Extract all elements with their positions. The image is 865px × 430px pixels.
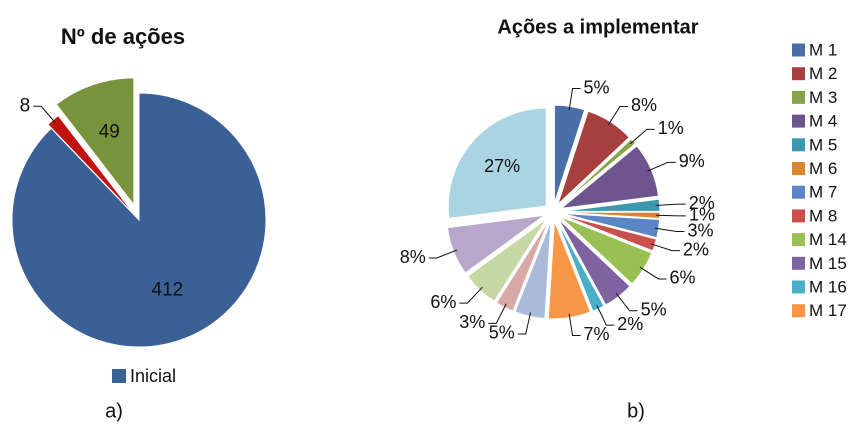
data-label: 49 <box>99 122 120 143</box>
legend-swatch <box>792 114 805 128</box>
legend-label: M 1 <box>809 40 837 59</box>
legend-label: M 7 <box>809 183 837 202</box>
leader-line <box>607 105 628 126</box>
data-label: 2% <box>617 314 643 334</box>
leader-line <box>568 313 581 336</box>
leader-line <box>654 227 685 233</box>
legend-label: M 6 <box>809 159 837 178</box>
legend-label: M 2 <box>809 64 837 83</box>
legend-label: M 16 <box>809 277 847 296</box>
legend-swatch <box>792 162 805 175</box>
caption: b) <box>627 400 645 422</box>
legend-label: M 15 <box>809 254 847 273</box>
legend-swatch <box>792 43 805 57</box>
data-label: 2% <box>683 239 709 259</box>
data-label: 5% <box>584 77 610 97</box>
legend-label: M 5 <box>809 135 837 154</box>
leader-line <box>596 304 615 326</box>
leader-line <box>568 88 581 111</box>
data-label: 3% <box>687 220 713 240</box>
leader-line <box>655 203 686 207</box>
leader-line <box>615 293 638 312</box>
leader-line <box>517 312 532 335</box>
legend-label: M 3 <box>809 88 837 107</box>
legend-label: M 8 <box>809 206 837 225</box>
leader-line <box>639 266 667 280</box>
data-label: 3% <box>459 312 485 332</box>
legend-label: M 17 <box>809 301 847 320</box>
legend-swatch <box>792 256 805 270</box>
leader-line <box>655 214 686 217</box>
pie-slice <box>11 92 267 348</box>
legend-swatch <box>792 67 805 81</box>
data-label: 5% <box>641 300 667 320</box>
leader-line <box>459 286 483 304</box>
data-label: 6% <box>670 268 696 288</box>
data-label: 8% <box>631 95 657 115</box>
legend-swatch <box>792 185 805 199</box>
data-label: 8 <box>20 95 31 116</box>
chart-title: Ações a implementar <box>497 16 698 38</box>
data-label: 1% <box>658 118 684 138</box>
legend-label: M 4 <box>809 112 837 131</box>
legend-swatch <box>792 138 805 152</box>
legend-swatch <box>792 90 805 104</box>
legend-swatch <box>792 233 805 247</box>
legend-label: M 14 <box>809 230 847 249</box>
data-label: 1% <box>689 205 715 225</box>
data-label: 5% <box>489 323 515 343</box>
leader-line <box>488 303 507 324</box>
chart-title: Nº de ações <box>61 24 185 49</box>
data-label: 7% <box>584 324 610 344</box>
leader-line <box>650 243 680 252</box>
leader-line <box>647 161 676 172</box>
pie-slice <box>447 107 547 219</box>
legend-swatch <box>792 280 805 294</box>
data-label: 2% <box>689 193 715 213</box>
caption: a) <box>105 400 123 422</box>
leader-line <box>629 128 655 145</box>
legend-swatch <box>792 209 805 223</box>
data-label: 6% <box>430 292 456 312</box>
leader-line <box>33 105 56 124</box>
data-label: 8% <box>400 247 426 267</box>
legend-swatch <box>112 369 126 383</box>
legend-label: Inicial <box>130 366 176 386</box>
pie-slice <box>55 77 135 207</box>
data-label: 27% <box>484 156 520 176</box>
leader-line <box>428 249 458 259</box>
legend-swatch <box>792 304 805 318</box>
data-label: 412 <box>152 280 184 301</box>
data-label: 9% <box>679 151 705 171</box>
